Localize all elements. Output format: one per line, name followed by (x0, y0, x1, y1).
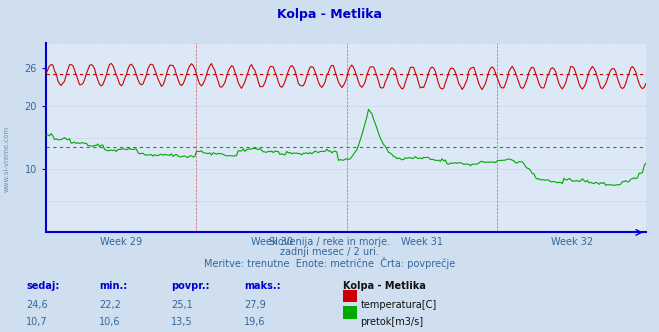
Text: min.:: min.: (99, 281, 127, 290)
Text: temperatura[C]: temperatura[C] (360, 300, 437, 310)
Text: zadnji mesec / 2 uri.: zadnji mesec / 2 uri. (280, 247, 379, 257)
Text: Meritve: trenutne  Enote: metrične  Črta: povprečje: Meritve: trenutne Enote: metrične Črta: … (204, 257, 455, 269)
Text: www.si-vreme.com: www.si-vreme.com (3, 126, 9, 193)
Text: povpr.:: povpr.: (171, 281, 210, 290)
Text: Slovenija / reke in morje.: Slovenija / reke in morje. (269, 237, 390, 247)
Text: Kolpa - Metlika: Kolpa - Metlika (343, 281, 426, 290)
Text: 27,9: 27,9 (244, 300, 266, 310)
Text: 13,5: 13,5 (171, 317, 193, 327)
Text: Kolpa - Metlika: Kolpa - Metlika (277, 8, 382, 21)
Text: sedaj:: sedaj: (26, 281, 60, 290)
Text: 10,7: 10,7 (26, 317, 48, 327)
Text: 22,2: 22,2 (99, 300, 121, 310)
Text: 19,6: 19,6 (244, 317, 266, 327)
Text: maks.:: maks.: (244, 281, 281, 290)
Text: pretok[m3/s]: pretok[m3/s] (360, 317, 424, 327)
Text: 24,6: 24,6 (26, 300, 48, 310)
Text: 25,1: 25,1 (171, 300, 193, 310)
Text: 10,6: 10,6 (99, 317, 121, 327)
